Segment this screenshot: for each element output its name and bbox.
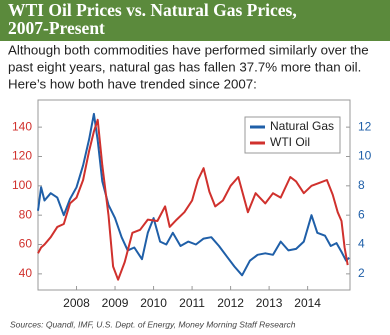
y-tick-label: 60 bbox=[19, 237, 33, 251]
y-tick-label: 80 bbox=[19, 207, 33, 221]
chart-title: 2007-Present bbox=[8, 18, 105, 38]
x-tick-label: 2014 bbox=[294, 296, 321, 310]
plot-frame bbox=[37, 99, 351, 291]
y2-tick-label: 12 bbox=[358, 119, 372, 133]
x-tick-label: 2011 bbox=[179, 296, 205, 310]
y2-tick-label: 8 bbox=[358, 178, 365, 192]
header-band bbox=[0, 0, 390, 41]
source: Sources: Quandl, IMF, U.S. Dept. of Ener… bbox=[10, 319, 296, 329]
legend-label: Natural Gas bbox=[270, 119, 334, 133]
chart-title: WTI Oil Prices vs. Natural Gas Prices, bbox=[8, 0, 297, 20]
y2-tick-label: 2 bbox=[358, 266, 365, 280]
subtitle: Here’s how both have trended since 2007: bbox=[8, 77, 257, 92]
x-tick-label: 2008 bbox=[63, 296, 90, 310]
y-tick-label: 140 bbox=[12, 119, 32, 133]
subtitle: past eight years, natural gas has fallen… bbox=[8, 60, 361, 75]
y2-tick-label: 6 bbox=[358, 207, 365, 221]
y-tick-label: 120 bbox=[12, 149, 32, 163]
series-line bbox=[37, 112, 350, 277]
y2-tick-label: 10 bbox=[358, 149, 372, 163]
x-tick-label: 2012 bbox=[217, 296, 244, 310]
y-tick-label: 100 bbox=[12, 178, 32, 192]
x-tick-label: 2013 bbox=[256, 296, 283, 310]
x-tick-label: 2009 bbox=[102, 296, 129, 310]
x-tick-label: 2010 bbox=[140, 296, 167, 310]
y2-tick-label: 4 bbox=[358, 237, 365, 251]
legend-label: WTI Oil bbox=[270, 135, 310, 149]
y-tick-label: 40 bbox=[19, 266, 33, 280]
legend-box bbox=[244, 116, 341, 154]
series-line bbox=[37, 118, 349, 281]
subtitle: Although both commodities have performed… bbox=[8, 43, 369, 58]
